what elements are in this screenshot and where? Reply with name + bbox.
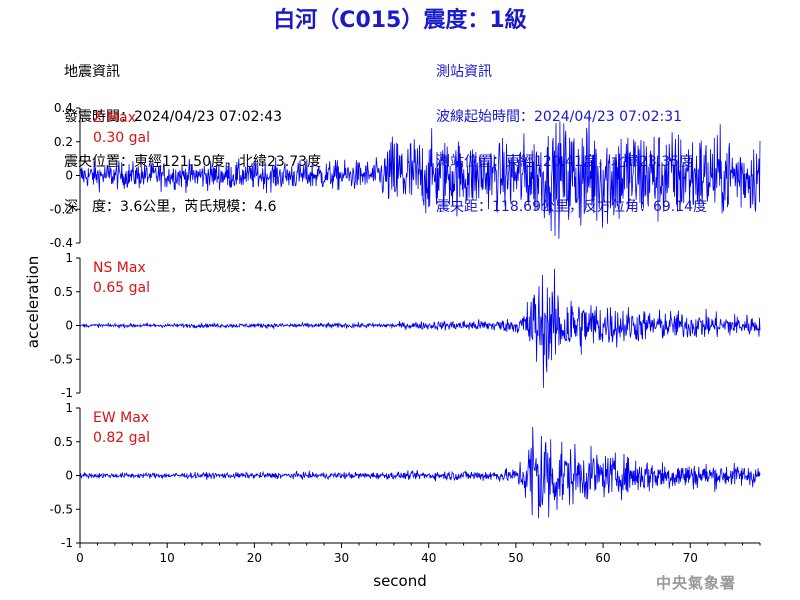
y-tick-label-ew: 0 [65,469,73,483]
waveform-ew [79,426,761,519]
y-tick-label-z: -0.4 [50,236,73,250]
station-info: 測站資訊 波線起始時間：2024/04/23 07:02:31 測站位置：東經1… [436,35,707,230]
max-value-ew: 0.82 gal [93,430,150,446]
max-label-ew: EW Max [93,410,149,426]
x-tick-label: 20 [247,551,262,565]
max-value-z: 0.30 gal [93,130,150,146]
x-tick-label: 10 [160,551,175,565]
quake-info: 地震資訊 發震時間：2024/04/23 07:02:43 震央位置：東經121… [64,35,321,230]
chart-title: 白河（C015）震度：1級 [273,8,527,33]
x-tick-label: 60 [595,551,610,565]
waveform-ns [79,268,761,388]
max-label-z: Z Max [93,110,136,126]
quake-location: 震央位置：東經121.50度，北緯23.73度 [64,154,322,170]
station-info-heading: 測站資訊 [436,64,492,80]
y-tick-label-ns: -0.5 [50,352,73,366]
y-tick-label-ns: 0 [65,319,73,333]
wave-start-time: 波線起始時間：2024/04/23 07:02:31 [436,109,683,125]
y-tick-label-ew: -0.5 [50,502,73,516]
y-tick-label-ns: 0.5 [54,285,73,299]
y-tick-label-ns: 1 [65,251,73,265]
quake-time: 發震時間：2024/04/23 07:02:43 [64,109,283,125]
y-tick-label-z: 0.2 [54,135,73,149]
y-tick-label-ew: 0.5 [54,435,73,449]
x-tick-label: 70 [683,551,698,565]
max-value-ns: 0.65 gal [93,280,150,296]
y-tick-label-ew: -1 [61,536,73,550]
epicentral-distance: 震央距：118.69公里，反方位角：69.14度 [436,199,708,215]
x-tick-label: 40 [421,551,436,565]
x-tick-label: 30 [334,551,349,565]
agency-label: 中央氣象署 [656,574,737,592]
waveform-z [79,116,761,239]
y-tick-label-ns: -1 [61,386,73,400]
max-label-ns: NS Max [93,260,146,276]
y-tick-label-z: 0.4 [54,101,73,115]
quake-info-heading: 地震資訊 [64,64,120,80]
y-axis-label: acceleration [24,256,42,348]
y-tick-label-z: 0 [65,169,73,183]
x-axis-label: second [373,572,427,590]
x-tick-label: 50 [508,551,523,565]
y-tick-label-ew: 1 [65,401,73,415]
x-tick-label: 0 [76,551,84,565]
y-tick-label-z: -0.2 [50,202,73,216]
quake-depth-magnitude: 深 度：3.6公里，芮氏規模：4.6 [64,199,277,215]
